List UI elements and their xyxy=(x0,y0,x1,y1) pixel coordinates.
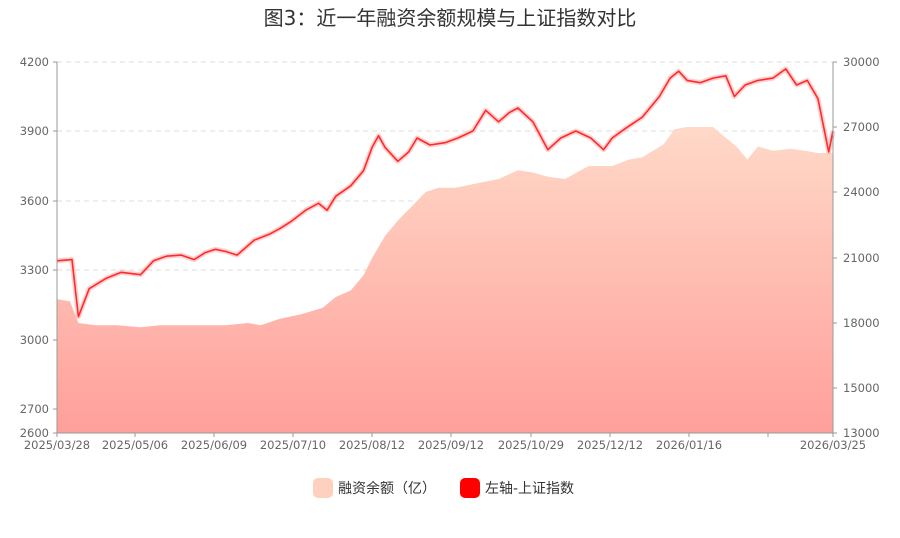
area-margin-balance xyxy=(57,127,833,433)
y-right-tick-label: 24000 xyxy=(843,185,880,199)
legend: 融资余额（亿） 左轴-上证指数 xyxy=(313,478,574,498)
series-line-sse-index xyxy=(56,66,836,320)
x-tick-label: 2025/12/12 xyxy=(577,438,643,452)
series-area-margin-balance xyxy=(57,127,833,433)
axes: 2600 2700 3000 3300 3600 3900 4200 13000 15000 18… xyxy=(20,55,880,452)
y-left-tick-label: 2600 xyxy=(20,426,49,440)
y-left-tick-label: 2700 xyxy=(20,402,49,416)
y-left-tick-label: 3000 xyxy=(20,333,49,347)
x-tick-label: 2025/06/09 xyxy=(181,438,247,452)
x-tick-label: 2025/08/12 xyxy=(339,438,405,452)
x-tick-label: 2025/07/10 xyxy=(260,438,326,452)
legend-label: 左轴-上证指数 xyxy=(485,481,574,497)
y-right-tick-label: 13000 xyxy=(843,426,880,440)
x-tick-label: 2025/09/12 xyxy=(418,438,484,452)
y-left-tick-label: 3900 xyxy=(20,124,49,138)
y-right-tick-label: 18000 xyxy=(843,316,880,330)
x-tick-label: 2025/10/29 xyxy=(498,438,564,452)
legend-swatch xyxy=(460,478,480,498)
legend-swatch xyxy=(313,478,333,498)
y-right-tick-label: 15000 xyxy=(843,381,880,395)
y-right-tick-label: 30000 xyxy=(843,55,880,69)
y-right-tick-label: 27000 xyxy=(843,120,880,134)
x-tick-label: 2026/03/25 xyxy=(800,438,866,452)
line-sse-index xyxy=(56,68,834,318)
y-left-tick-label: 4200 xyxy=(20,55,49,69)
y-left-tick-label: 3300 xyxy=(20,263,49,277)
chart-title: 图3：近一年融资余额规模与上证指数对比 xyxy=(263,6,637,30)
legend-label: 融资余额（亿） xyxy=(338,480,436,497)
x-tick-label: 2025/03/28 xyxy=(24,438,90,452)
y-right-tick-label: 21000 xyxy=(843,251,880,265)
y-left-tick-label: 3600 xyxy=(20,194,49,208)
x-tick-label: 2026/01/16 xyxy=(656,438,722,452)
x-tick-label: 2025/05/06 xyxy=(102,438,168,452)
